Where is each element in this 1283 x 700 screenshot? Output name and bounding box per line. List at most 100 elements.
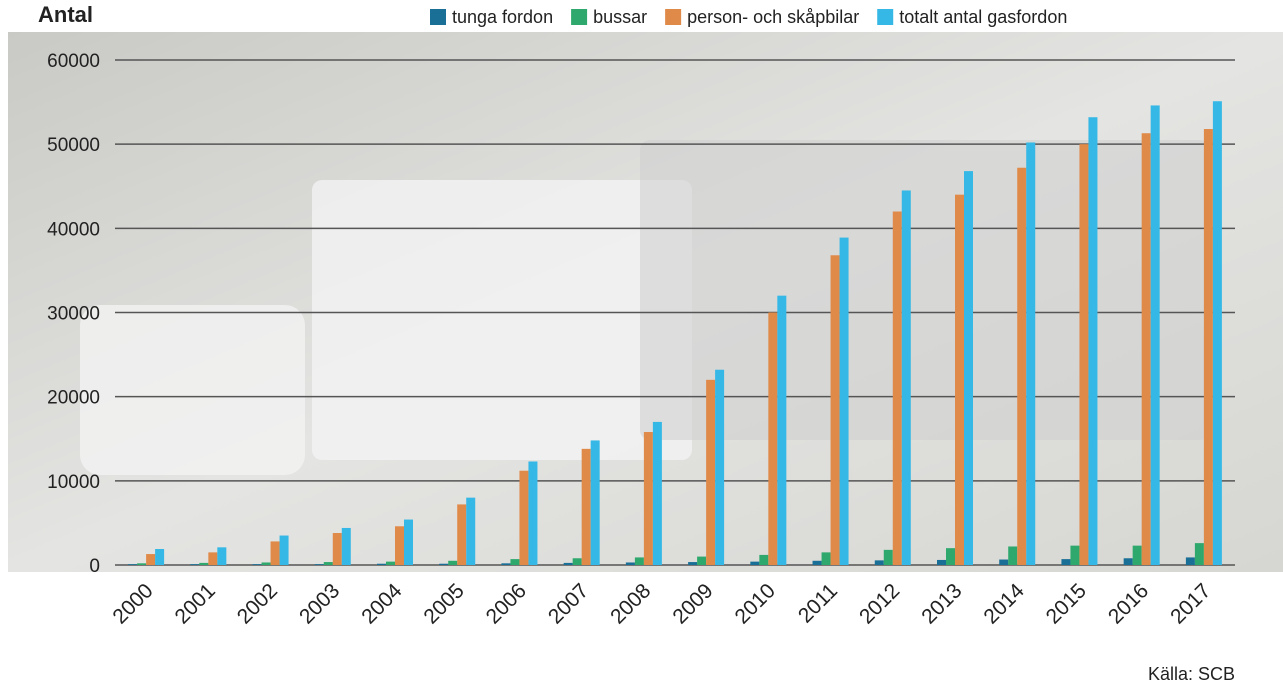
x-tick-label: 2000 — [108, 579, 157, 628]
x-tick-label: 2012 — [855, 579, 904, 628]
x-tick-label: 2006 — [482, 579, 531, 628]
bar — [315, 564, 324, 565]
bar — [1070, 546, 1079, 565]
y-axis-label: Antal — [38, 2, 93, 27]
bar — [377, 564, 386, 565]
x-tick-label: 2009 — [668, 579, 717, 628]
y-tick-label: 30000 — [47, 304, 100, 325]
x-tick-label: 2015 — [1042, 579, 1091, 628]
bar — [1017, 168, 1026, 565]
bar — [1124, 558, 1133, 565]
bar — [688, 562, 697, 565]
bar — [519, 471, 528, 565]
bar — [501, 563, 510, 565]
bar — [573, 558, 582, 565]
x-tick-label: 2005 — [419, 579, 468, 628]
legend-label: bussar — [593, 7, 647, 27]
bar — [937, 560, 946, 565]
legend-swatch — [877, 9, 893, 25]
x-tick-label: 2011 — [794, 579, 842, 627]
x-tick-label: 2004 — [357, 579, 407, 629]
bar — [1079, 144, 1088, 565]
bar — [964, 171, 973, 565]
bar — [510, 559, 519, 565]
bar — [190, 564, 199, 565]
x-tick-label: 2013 — [917, 579, 966, 628]
y-tick-label: 0 — [89, 556, 100, 577]
bar — [750, 562, 759, 565]
bar — [1026, 142, 1035, 565]
x-tick-label: 2014 — [979, 579, 1029, 629]
bar — [813, 561, 822, 565]
bar — [155, 549, 164, 565]
legend-swatch — [665, 9, 681, 25]
x-tick-label: 2010 — [731, 579, 780, 628]
bar — [902, 190, 911, 565]
bar — [457, 504, 466, 565]
bar — [128, 564, 137, 565]
van-shape — [80, 305, 305, 475]
x-tick-label: 2003 — [295, 579, 344, 628]
x-tick-label: 2017 — [1166, 579, 1215, 628]
bar — [893, 212, 902, 566]
truck-shape — [640, 140, 1210, 440]
y-tick-label: 60000 — [47, 51, 100, 72]
bar — [822, 552, 831, 565]
y-tick-label: 10000 — [47, 472, 100, 493]
x-tick-label: 2001 — [171, 579, 220, 628]
bar — [875, 560, 884, 565]
bar — [253, 564, 262, 565]
legend-label: person- och skåpbilar — [687, 7, 859, 27]
y-tick-label: 50000 — [47, 135, 100, 156]
bar — [759, 555, 768, 565]
source: Källa: SCB — [1148, 664, 1235, 684]
bar — [840, 238, 849, 565]
bar — [528, 461, 537, 565]
bar — [466, 498, 475, 565]
bar — [1151, 105, 1160, 565]
page: {"chart_data": {"type": "bar", "y_label"… — [0, 0, 1283, 700]
y-tick-label: 40000 — [47, 219, 100, 240]
bar — [1133, 546, 1142, 565]
truck-shape — [312, 180, 692, 460]
x-tick-label: 2008 — [606, 579, 655, 628]
y-tick-label: 20000 — [47, 388, 100, 409]
bar — [404, 520, 413, 565]
bar — [1142, 133, 1151, 565]
bar — [217, 547, 226, 565]
bar — [768, 313, 777, 566]
bar — [999, 560, 1008, 565]
bar — [262, 562, 271, 565]
bar — [644, 432, 653, 565]
x-tick-label: 2002 — [233, 579, 282, 628]
bar — [342, 528, 351, 565]
bar — [1213, 101, 1222, 565]
bar — [831, 255, 840, 565]
legend-label: totalt antal gasfordon — [899, 7, 1067, 27]
bar — [1088, 117, 1097, 565]
x-tick-label: 2016 — [1104, 579, 1153, 628]
bar — [439, 564, 448, 565]
bar — [1204, 129, 1213, 565]
bar — [777, 296, 786, 565]
bar — [448, 561, 457, 565]
bar — [208, 552, 217, 565]
bar — [280, 536, 289, 565]
bar — [386, 562, 395, 565]
bar — [324, 562, 333, 565]
chart: Antal Källa: SCB 0 10000 20000 30000 40000 50… — [0, 0, 1283, 695]
bar — [635, 557, 644, 565]
bar — [946, 548, 955, 565]
bar — [1061, 559, 1070, 565]
bar — [137, 563, 146, 565]
bar — [884, 550, 893, 565]
legend-swatch — [571, 9, 587, 25]
bar — [955, 195, 964, 565]
bar — [653, 422, 662, 565]
bar — [591, 440, 600, 565]
bar — [1008, 546, 1017, 565]
bar — [271, 541, 280, 565]
bar — [715, 370, 724, 565]
bar — [564, 563, 573, 565]
bar — [626, 562, 635, 565]
